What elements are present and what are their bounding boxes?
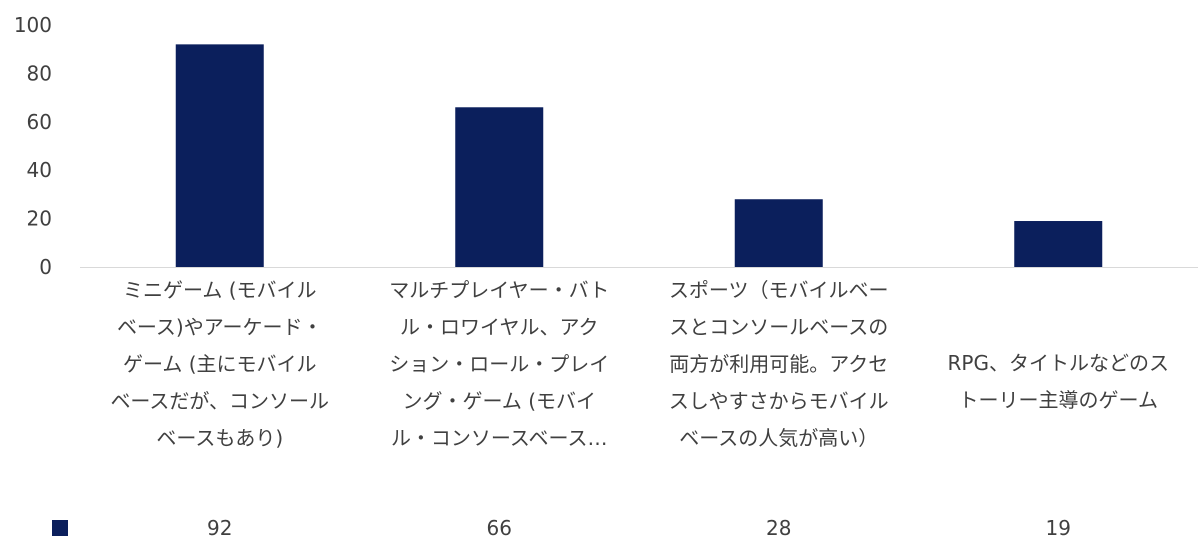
legend-key-swatch — [52, 520, 68, 536]
data-table-value: 19 — [1045, 516, 1071, 540]
category-label: マルチプレイヤー・バト ル・ロワイヤル、アク ション・ロール・プレイ ング・ゲー… — [389, 278, 610, 450]
y-axis-ticks: 0 20 40 60 80 100 — [14, 13, 52, 279]
bars — [175, 44, 1103, 267]
y-tick-label: 0 — [39, 255, 52, 279]
bar — [175, 44, 264, 267]
y-tick-label: 40 — [27, 158, 52, 182]
bar — [1014, 221, 1103, 267]
data-table-value: 66 — [486, 516, 512, 540]
bar — [734, 199, 823, 267]
y-tick-label: 20 — [27, 207, 52, 231]
data-table-value: 28 — [766, 516, 792, 540]
category-label: ミニゲーム (モバイル ベース)やアーケード・ ゲーム (主にモバイル ベースだ… — [110, 278, 330, 450]
data-table-value: 92 — [207, 516, 233, 540]
bar — [455, 107, 544, 267]
y-tick-label: 60 — [27, 110, 52, 134]
category-label: スポーツ（モバイルベー スとコンソールベースの 両方が利用可能。アクセ スしやす… — [668, 278, 889, 450]
category-label: RPG、タイトルなどのス トーリー主導のゲーム — [947, 351, 1169, 412]
y-tick-label: 80 — [27, 61, 52, 85]
y-tick-label: 100 — [14, 13, 52, 37]
